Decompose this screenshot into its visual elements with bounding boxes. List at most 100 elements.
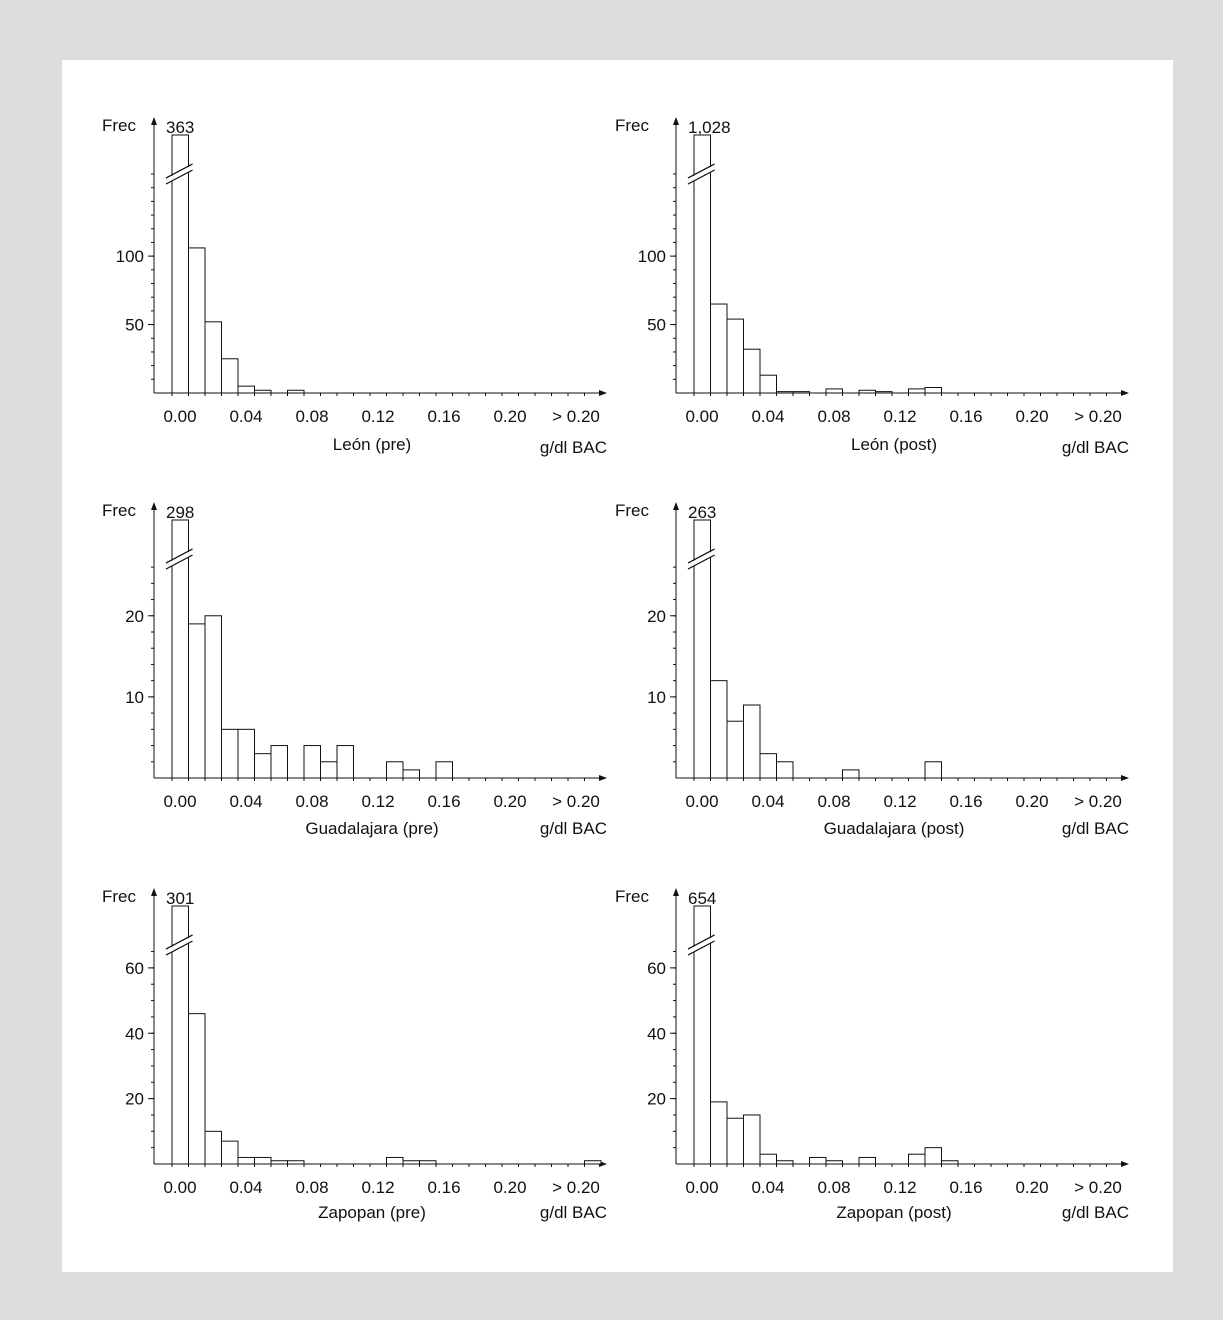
axis-break-gap bbox=[166, 936, 193, 955]
histogram-bar bbox=[842, 769, 860, 779]
axis-break-mark bbox=[687, 934, 715, 950]
x-tick-label: 0.04 bbox=[229, 1178, 262, 1197]
x-tick-label: 0.20 bbox=[1015, 1178, 1048, 1197]
x-axis-arrow bbox=[599, 775, 607, 781]
histogram-bar bbox=[204, 615, 222, 779]
x-tick-label: 0.00 bbox=[685, 792, 718, 811]
x-tick-label: 0.20 bbox=[493, 407, 526, 426]
x-axis-label: g/dl BAC bbox=[540, 819, 607, 838]
histogram-bar bbox=[254, 389, 272, 394]
histogram-bar bbox=[825, 388, 843, 394]
x-axis-label: g/dl BAC bbox=[1062, 1203, 1129, 1222]
y-axis-label: Frec bbox=[102, 887, 137, 906]
x-tick-label: 0.04 bbox=[751, 1178, 784, 1197]
x-axis-label: g/dl BAC bbox=[1062, 819, 1129, 838]
x-tick-label: 0.12 bbox=[361, 792, 394, 811]
histogram-bar bbox=[270, 1160, 288, 1165]
axis-break-mark bbox=[165, 163, 193, 179]
y-tick-label: 20 bbox=[647, 607, 666, 626]
histogram-bar bbox=[792, 391, 810, 394]
histogram-bar bbox=[743, 348, 761, 394]
x-tick-label: 0.20 bbox=[493, 1178, 526, 1197]
axis-break-mark bbox=[687, 163, 715, 179]
histogram-bar bbox=[759, 753, 777, 779]
y-axis-arrow bbox=[151, 502, 157, 510]
y-tick-label: 100 bbox=[116, 247, 144, 266]
x-tick-label: > 0.20 bbox=[552, 1178, 600, 1197]
x-tick-label: 0.00 bbox=[163, 407, 196, 426]
panel-title: León (pre) bbox=[333, 435, 411, 454]
histogram-bar bbox=[759, 1153, 777, 1165]
x-tick-label: 0.04 bbox=[229, 407, 262, 426]
histogram-bar bbox=[743, 704, 761, 779]
histogram-bar bbox=[693, 134, 711, 394]
x-tick-label: > 0.20 bbox=[552, 407, 600, 426]
axis-break-gap bbox=[688, 550, 715, 569]
y-axis-arrow bbox=[673, 888, 679, 896]
x-tick-label: 0.16 bbox=[427, 792, 460, 811]
y-tick-label: 100 bbox=[638, 247, 666, 266]
axis-break-mark bbox=[165, 548, 193, 564]
axis-break-mark bbox=[687, 548, 715, 564]
histogram-bar bbox=[908, 1153, 926, 1165]
histogram-bar bbox=[693, 905, 711, 1165]
x-tick-label: 0.08 bbox=[295, 792, 328, 811]
y-tick-label: 20 bbox=[647, 1090, 666, 1109]
histogram-bar bbox=[188, 1013, 206, 1165]
x-tick-label: 0.00 bbox=[163, 792, 196, 811]
histogram-bar bbox=[254, 1156, 272, 1165]
x-tick-label: 0.08 bbox=[295, 1178, 328, 1197]
axis-break-mark bbox=[687, 940, 715, 956]
y-tick-label: 60 bbox=[125, 959, 144, 978]
x-tick-label: 0.08 bbox=[817, 1178, 850, 1197]
x-axis-arrow bbox=[1121, 775, 1129, 781]
x-tick-label: > 0.20 bbox=[1074, 407, 1122, 426]
x-tick-label: 0.20 bbox=[493, 792, 526, 811]
x-tick-label: 0.20 bbox=[1015, 407, 1048, 426]
y-axis-label: Frec bbox=[102, 501, 137, 520]
y-axis-arrow bbox=[673, 502, 679, 510]
histogram-bar bbox=[584, 1160, 602, 1165]
top-value-label: 363 bbox=[166, 118, 194, 137]
x-axis-label: g/dl BAC bbox=[1062, 438, 1129, 457]
axis-break-mark bbox=[165, 169, 193, 185]
histogram-figure: 50 100 363 Frec 0.00 0.04 0.08 0.12 0.16 0.20 > 0.… bbox=[102, 116, 1129, 1222]
histogram-bar bbox=[908, 388, 926, 394]
histogram-bar bbox=[402, 1160, 420, 1165]
y-axis-label: Frec bbox=[615, 501, 650, 520]
panel-title: Guadalajara (pre) bbox=[305, 819, 438, 838]
histogram-bar bbox=[386, 1156, 404, 1165]
histogram-bar bbox=[941, 1160, 959, 1165]
y-axis-arrow bbox=[151, 888, 157, 896]
top-value-label: 654 bbox=[688, 889, 716, 908]
histogram-bar bbox=[858, 1156, 876, 1165]
histogram-bar bbox=[858, 389, 876, 394]
histogram-bar bbox=[287, 1160, 305, 1165]
axis-break-mark bbox=[165, 934, 193, 950]
y-tick-label: 50 bbox=[125, 316, 144, 335]
figure-panel: 50 100 363 Frec 0.00 0.04 0.08 0.12 0.16 0.20 > 0.… bbox=[62, 60, 1173, 1272]
x-tick-label: 0.16 bbox=[427, 407, 460, 426]
x-tick-label: 0.16 bbox=[949, 1178, 982, 1197]
histogram-bar bbox=[221, 1140, 239, 1165]
histogram-bar bbox=[188, 623, 206, 779]
histogram-bar bbox=[287, 389, 305, 394]
x-tick-label: 0.00 bbox=[163, 1178, 196, 1197]
top-value-label: 263 bbox=[688, 503, 716, 522]
y-axis-label: Frec bbox=[615, 116, 650, 135]
histogram-bar bbox=[875, 391, 893, 394]
histogram-bar bbox=[710, 1101, 728, 1165]
histogram-bar bbox=[924, 387, 942, 394]
histogram-bar bbox=[254, 753, 272, 779]
histogram-bar bbox=[743, 1114, 761, 1165]
histogram-bar bbox=[759, 374, 777, 394]
x-tick-label: 0.16 bbox=[427, 1178, 460, 1197]
x-tick-label: 0.20 bbox=[1015, 792, 1048, 811]
histogram-bar bbox=[809, 1156, 827, 1165]
axis-break-gap bbox=[688, 936, 715, 955]
histogram-4: 20 40 60 301 Frec 0.00 0.04 0.08 0.12 0.16 0.20 > 0… bbox=[102, 887, 607, 1222]
x-tick-label: > 0.20 bbox=[1074, 1178, 1122, 1197]
histogram-bar bbox=[419, 1160, 437, 1165]
histogram-2: 10 20 298 Frec 0.00 0.04 0.08 0.12 0.16 0.20 > 0.2… bbox=[102, 501, 607, 838]
x-tick-label: 0.08 bbox=[817, 407, 850, 426]
